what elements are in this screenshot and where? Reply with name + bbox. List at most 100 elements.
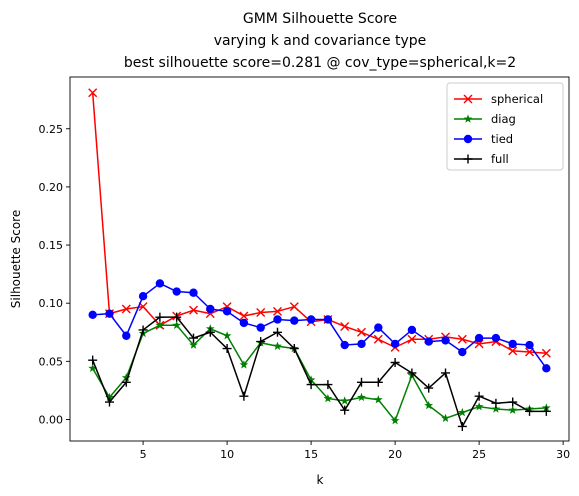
data-point-full [474,391,484,401]
plot-marks [88,88,551,431]
y-tick-label: 0.05 [39,355,64,368]
series-line-tied [92,282,547,369]
data-point-tied [474,333,484,343]
data-point-diag [105,392,114,402]
data-point-tied [172,287,181,296]
data-point-diag [340,396,350,405]
data-point-tied [206,304,215,314]
x-tick-label: 30 [556,448,570,461]
data-point-full [222,344,232,354]
data-point-tied [290,316,299,325]
data-point-spherical [289,302,299,312]
data-point-diag [357,392,366,402]
data-point-diag [508,405,518,414]
data-point-full [289,344,299,354]
data-point-full [88,355,98,365]
data-point-tied [424,337,433,346]
data-point-full [188,333,198,343]
x-tick-label: 25 [472,448,486,461]
data-point-tied [340,340,349,350]
series-tied [88,279,551,373]
y-axis-ticks: 0.00 0.05 0.10 0.15 0.20 0.25 [39,123,70,426]
data-point-diag [424,400,434,410]
data-point-tied [189,288,198,297]
data-point-spherical [508,346,518,356]
x-tick-label: 10 [220,448,234,461]
chart-title-line-2: varying k and covariance type [214,33,427,49]
data-point-full [323,380,333,390]
data-point-diag [373,395,383,404]
legend-marker-full [463,154,473,164]
series-line-full [91,316,547,428]
legend-item-tied: tied [454,132,513,146]
data-point-full [373,377,383,387]
chart-title-line-3: best silhouette score=0.281 @ cov_type=s… [124,55,516,71]
data-point-full [525,406,535,416]
data-point-spherical [457,334,467,344]
y-tick-label: 0.20 [39,181,64,194]
data-point-full [340,405,350,415]
data-point-tied [122,331,131,340]
data-point-full [272,327,282,337]
data-point-full [541,406,551,416]
x-tick-label: 5 [140,448,147,461]
y-tick-label: 0.25 [39,123,64,136]
data-point-diag [306,375,316,384]
data-point-tied [441,336,450,345]
data-point-diag [273,341,282,350]
data-point-spherical [239,311,249,321]
data-point-tied [525,340,534,350]
data-point-diag [155,320,165,330]
data-point-full [205,327,215,337]
data-point-tied [458,347,467,357]
data-point-full [491,398,501,408]
data-point-diag [172,320,182,330]
data-point-spherical [541,348,551,358]
data-point-spherical [88,88,98,98]
data-point-full [155,312,165,322]
data-point-tied [357,339,366,349]
data-point-diag [88,363,98,373]
data-point-tied [138,292,148,301]
data-point-tied [105,309,114,318]
data-point-full [357,377,367,387]
data-point-tied [256,323,265,332]
data-point-full [121,377,131,387]
y-tick-label: 0.15 [39,239,64,252]
y-axis-label: Silhouette Score [9,210,23,308]
legend-item-spherical: spherical [454,92,543,106]
series-line-spherical [91,92,547,354]
data-point-tied [508,339,517,349]
data-point-full [256,337,266,347]
x-tick-label: 20 [388,448,402,461]
legend-marker-spherical [463,94,473,104]
data-point-tied [390,339,400,349]
data-point-full [239,391,249,401]
data-point-tied [273,315,282,324]
x-axis-label: k [317,473,324,487]
plot-frame [69,76,570,442]
data-point-diag [121,373,131,382]
data-point-full [306,380,316,390]
data-point-tied [306,315,316,324]
data-point-tied [222,307,232,316]
legend-box [446,82,564,171]
series-line-diag [92,324,547,422]
data-point-spherical [357,327,366,337]
data-point-full [138,325,148,335]
data-point-spherical [188,305,198,315]
legend-item-diag: diag [454,112,516,126]
data-point-spherical [340,321,350,331]
data-point-tied [542,364,551,373]
legend-marker-diag [463,114,473,123]
legend-label-full: full [491,152,509,166]
data-point-full [424,383,434,393]
data-point-tied [239,318,249,328]
data-point-diag [222,331,232,340]
x-axis-ticks: 5 10 15 20 25 30 [140,441,570,461]
data-point-tied [155,279,165,288]
data-point-spherical [256,308,266,317]
y-tick-label: 0.10 [39,297,64,310]
data-point-full [104,397,114,407]
